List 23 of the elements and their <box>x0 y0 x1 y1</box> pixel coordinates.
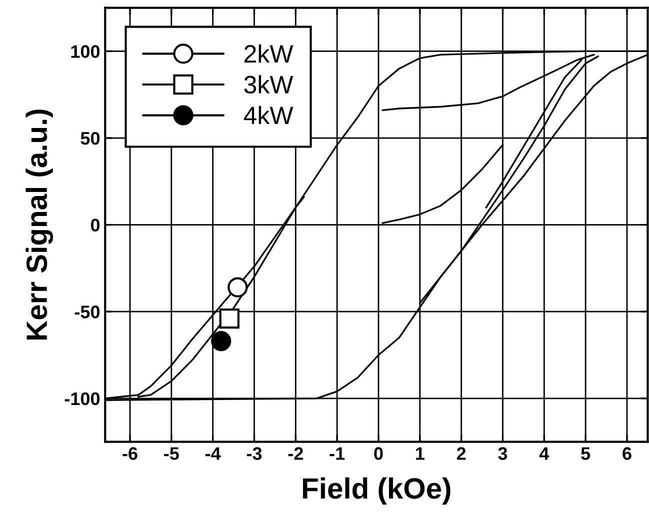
legend-label: 3kW <box>244 75 294 94</box>
x-tick-label: 3 <box>498 447 508 460</box>
x-tick-label: -1 <box>330 447 345 460</box>
legend-label: 4kW <box>244 106 294 124</box>
legend-label: 2kW <box>244 44 294 62</box>
x-tick-label: -6 <box>122 447 138 460</box>
y-tick-label: 100 <box>71 45 100 58</box>
x-axis-title: Field (kOe) <box>303 477 450 505</box>
y-tick-label: 50 <box>80 132 100 145</box>
x-tick-label: 2 <box>456 447 466 460</box>
x-tick-label: -5 <box>164 447 179 460</box>
y-tick-label: -100 <box>64 392 100 406</box>
y-tick-label: 0 <box>90 218 100 232</box>
x-tick-label: -4 <box>206 447 221 460</box>
x-tick-label: -3 <box>246 447 262 460</box>
x-tick-label: 5 <box>581 447 590 460</box>
x-tick-label: 6 <box>622 447 632 460</box>
x-tick-label: 1 <box>416 447 424 460</box>
y-axis-title: Kerr Signal (a.u.) <box>26 110 54 340</box>
y-tick-label: -50 <box>74 306 100 318</box>
x-tick-label: -2 <box>288 447 303 460</box>
x-tick-label: 0 <box>374 447 383 460</box>
x-tick-label: 4 <box>539 447 550 460</box>
